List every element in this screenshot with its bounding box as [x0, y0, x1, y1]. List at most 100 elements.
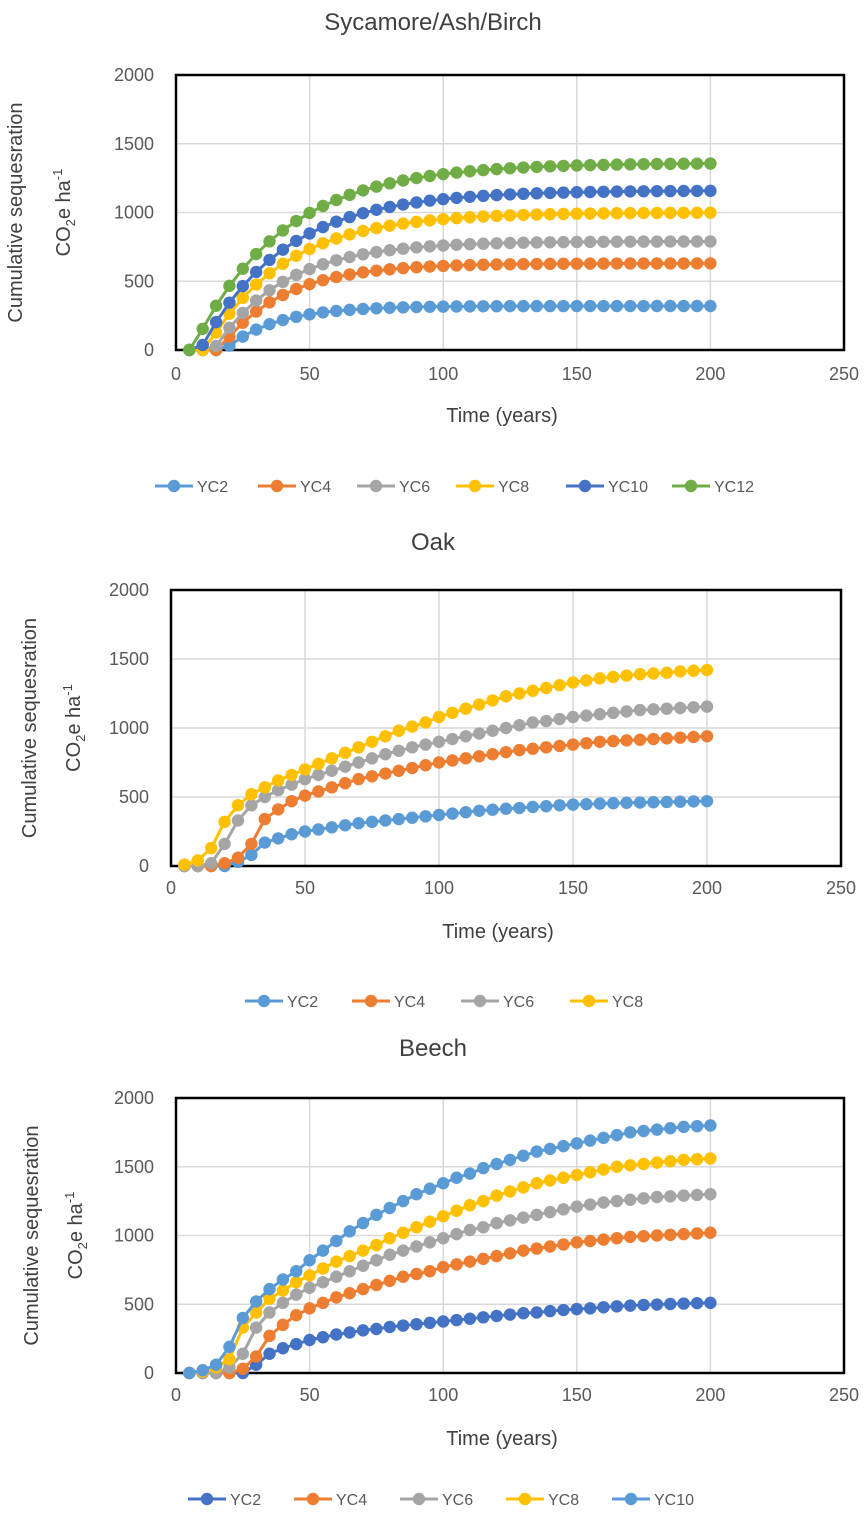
data-point [553, 739, 566, 753]
data-point [543, 299, 557, 313]
legend-label: YC10 [608, 479, 648, 496]
data-point [513, 719, 526, 732]
data-point [223, 296, 236, 309]
legend-marker [270, 479, 284, 493]
data-point [356, 224, 370, 238]
y-axis-label-line2: CO2e ha-1 [50, 169, 78, 257]
data-point [610, 158, 624, 171]
data-point [356, 248, 370, 261]
data-point [637, 299, 650, 313]
series-yc10 [183, 184, 717, 357]
x-tick-label: 50 [300, 364, 320, 384]
data-point [463, 238, 477, 251]
data-point [423, 194, 437, 207]
data-point [312, 757, 325, 771]
data-point [499, 802, 513, 815]
legend-marker [468, 479, 482, 493]
data-point [477, 1161, 490, 1175]
data-point [352, 756, 365, 769]
data-point [290, 1276, 303, 1289]
data-point [236, 316, 249, 329]
data-point [370, 203, 383, 216]
x-axis-label: Time (years) [446, 405, 557, 427]
data-point [423, 169, 437, 183]
data-point [677, 157, 690, 170]
data-point [450, 300, 463, 313]
data-point [205, 841, 218, 855]
data-point [396, 1319, 410, 1332]
data-point [236, 1347, 249, 1360]
data-point [236, 291, 249, 305]
y-label-co: CO [53, 226, 75, 256]
data-point [593, 672, 606, 685]
data-point [674, 795, 687, 808]
data-point [624, 158, 637, 171]
data-point [437, 239, 450, 252]
data-point [580, 797, 593, 811]
data-point [530, 1145, 543, 1158]
data-point [450, 166, 463, 179]
legend-item-yc4: YC4 [258, 479, 331, 496]
data-point [473, 698, 486, 711]
data-point [343, 268, 356, 281]
data-point [370, 221, 383, 235]
data-point [477, 1252, 490, 1266]
data-point [298, 825, 312, 838]
x-tick-label: 100 [428, 364, 458, 384]
data-point [290, 1309, 303, 1322]
series-line [184, 705, 708, 868]
data-point [530, 208, 543, 221]
data-point [290, 1337, 303, 1351]
data-point [463, 1255, 477, 1268]
data-point [530, 1306, 543, 1319]
data-point [499, 690, 513, 703]
data-point [610, 1194, 624, 1208]
data-point [276, 1284, 290, 1297]
data-point [597, 158, 610, 172]
data-point [249, 1350, 263, 1363]
data-point [583, 1166, 597, 1179]
data-point [566, 798, 580, 811]
data-point [593, 797, 606, 810]
data-point [276, 1318, 290, 1332]
data-point [290, 1265, 303, 1278]
data-point [365, 752, 379, 765]
data-point [236, 330, 249, 343]
data-point [423, 1182, 437, 1195]
data-point [316, 1331, 330, 1344]
data-point [303, 1333, 316, 1347]
data-point [583, 1134, 597, 1147]
data-point [650, 1229, 664, 1242]
data-point [437, 212, 450, 226]
data-point [664, 1228, 677, 1242]
data-point [477, 189, 490, 203]
series-line [189, 239, 711, 352]
y-axis-label-line2: CO2e ha-1 [62, 1192, 90, 1280]
data-point [624, 1126, 637, 1139]
legend-marker [306, 1492, 320, 1506]
data-point [330, 232, 343, 245]
data-point [383, 219, 396, 232]
data-point [316, 306, 330, 319]
data-point [312, 823, 325, 836]
data-point [263, 1347, 276, 1360]
data-point [704, 157, 717, 170]
data-point [690, 299, 704, 313]
legend-label: YC8 [498, 479, 529, 496]
y-label-superscript: -1 [62, 1192, 77, 1204]
data-point [620, 669, 633, 682]
data-point [343, 250, 356, 264]
data-point [704, 1296, 717, 1310]
x-tick-label: 50 [295, 878, 315, 898]
y-label-co: CO [65, 1249, 87, 1279]
data-point [370, 1254, 383, 1267]
series-line [188, 189, 711, 352]
data-point [410, 1221, 423, 1234]
data-point [406, 741, 419, 754]
data-point [650, 206, 664, 220]
data-point [583, 235, 597, 249]
data-point [633, 667, 647, 681]
data-point [263, 296, 276, 309]
data-point [249, 1306, 263, 1319]
data-point [236, 1311, 249, 1325]
